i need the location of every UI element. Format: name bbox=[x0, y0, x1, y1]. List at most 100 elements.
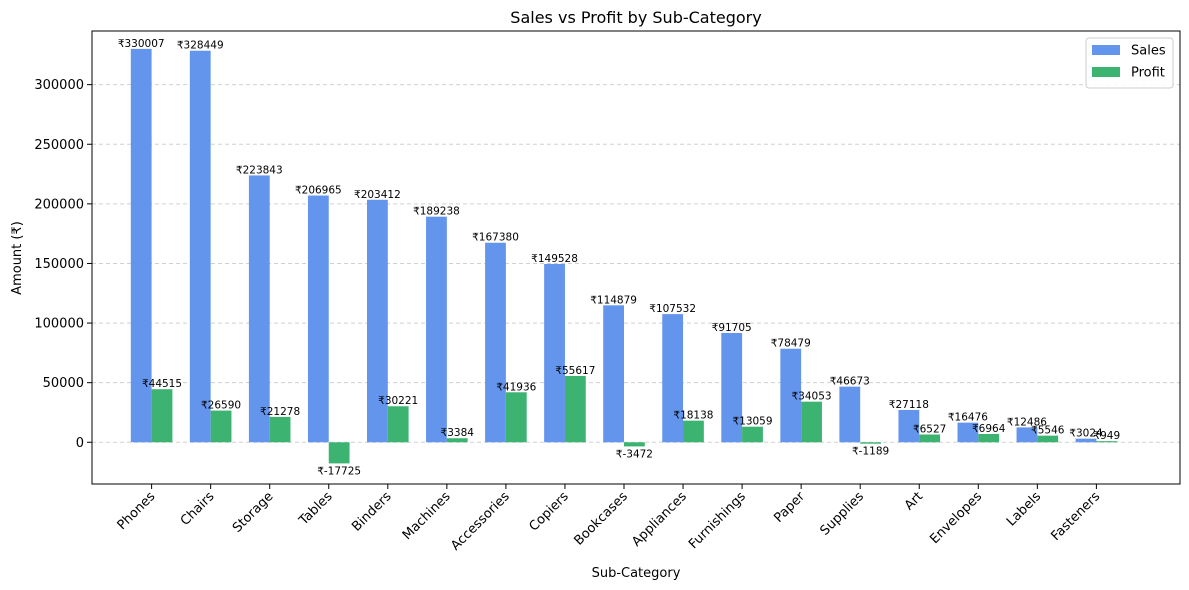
y-tick-label: 250000 bbox=[34, 138, 84, 153]
bar-sales bbox=[189, 50, 211, 443]
data-label-profit: ₹-17725 bbox=[317, 465, 361, 477]
data-label-sales: ₹46673 bbox=[830, 376, 870, 388]
bars-group bbox=[130, 48, 1118, 464]
data-label-profit: ₹5546 bbox=[1031, 425, 1065, 437]
bar-sales bbox=[898, 409, 920, 443]
legend-label-profit: Profit bbox=[1131, 66, 1165, 81]
x-tick-label: Furnishings bbox=[686, 489, 749, 552]
y-tick-label: 0 bbox=[76, 436, 84, 451]
data-label-profit: ₹6964 bbox=[972, 423, 1006, 435]
data-label-sales: ₹330007 bbox=[118, 38, 165, 50]
x-tick-label: Art bbox=[902, 489, 926, 513]
data-label-sales: ₹78479 bbox=[771, 338, 811, 350]
data-label-sales: ₹16476 bbox=[948, 412, 988, 424]
data-label-profit: ₹18138 bbox=[673, 410, 713, 422]
legend-label-sales: Sales bbox=[1131, 44, 1166, 59]
bar-profit bbox=[328, 442, 350, 464]
bar-profit bbox=[624, 442, 645, 447]
data-label-sales: ₹91705 bbox=[712, 322, 752, 334]
bar-profit bbox=[742, 426, 763, 443]
data-label-sales: ₹149528 bbox=[531, 253, 578, 265]
x-tick-label: Labels bbox=[1004, 489, 1044, 529]
data-label-profit: ₹3384 bbox=[441, 427, 475, 439]
bar-sales bbox=[1016, 427, 1038, 443]
bar-sales bbox=[426, 216, 447, 443]
x-tick-label: Storage bbox=[230, 489, 277, 536]
data-labels-group: ₹330007 ₹44515 ₹328449 ₹26590 ₹223843 ₹21278 ₹… bbox=[118, 38, 1120, 478]
legend: Sales Profit bbox=[1085, 37, 1174, 89]
data-label-sales: ₹114879 bbox=[590, 294, 637, 306]
x-tick-label: Fasteners bbox=[1048, 489, 1103, 544]
bar-sales bbox=[130, 48, 152, 443]
x-tick-label: Supplies bbox=[818, 489, 868, 539]
bar-profit bbox=[269, 416, 291, 443]
bar-profit bbox=[801, 401, 822, 443]
data-label-sales: ₹27118 bbox=[889, 399, 929, 411]
y-axis: 0 50000 100000 150000 200000 250000 300000 bbox=[34, 78, 92, 451]
data-label-sales: ₹206965 bbox=[295, 185, 342, 197]
bar-sales bbox=[603, 305, 624, 443]
data-label-sales: ₹12486 bbox=[1007, 416, 1047, 428]
x-tick-label: Tables bbox=[296, 489, 336, 529]
x-tick-label: Machines bbox=[400, 489, 454, 543]
data-label-sales: ₹107532 bbox=[649, 303, 696, 315]
data-label-sales: ₹223843 bbox=[236, 164, 283, 176]
bar-profit bbox=[151, 389, 173, 443]
bar-profit bbox=[683, 420, 704, 443]
data-label-profit: ₹26590 bbox=[201, 400, 241, 412]
data-label-sales: ₹167380 bbox=[472, 232, 519, 244]
plot-frame bbox=[91, 30, 1181, 485]
y-tick-label: 300000 bbox=[34, 78, 84, 93]
data-label-profit: ₹30221 bbox=[378, 395, 418, 407]
bar-sales bbox=[307, 195, 329, 443]
bar-profit bbox=[1037, 435, 1059, 443]
data-label-profit: ₹949 bbox=[1093, 430, 1120, 442]
data-label-profit: ₹21278 bbox=[260, 406, 300, 418]
data-label-profit: ₹41936 bbox=[496, 381, 536, 393]
data-label-sales: ₹3024 bbox=[1069, 428, 1103, 440]
bar-sales bbox=[1075, 438, 1097, 443]
chart-title: Sales vs Profit by Sub-Category bbox=[510, 8, 761, 27]
y-tick-label: 100000 bbox=[34, 317, 84, 332]
data-label-profit: ₹13059 bbox=[732, 416, 772, 428]
data-label-profit: ₹-3472 bbox=[616, 448, 653, 460]
x-tick-label: Paper bbox=[771, 489, 808, 526]
bar-profit bbox=[446, 438, 468, 443]
y-tick-label: 200000 bbox=[34, 197, 84, 212]
bar-sales bbox=[662, 314, 684, 443]
bar-profit bbox=[1096, 441, 1118, 443]
x-tick-label: Copiers bbox=[527, 489, 572, 534]
legend-swatch-profit bbox=[1092, 67, 1120, 77]
legend-swatch-sales bbox=[1092, 45, 1120, 55]
data-label-profit: ₹34053 bbox=[792, 391, 832, 403]
bar-profit bbox=[978, 433, 1000, 443]
x-tick-label: Bookcases bbox=[571, 489, 631, 549]
x-tick-label: Binders bbox=[349, 489, 395, 535]
bar-profit bbox=[505, 392, 527, 443]
x-tick-label: Envelopes bbox=[927, 489, 985, 547]
data-label-sales: ₹203412 bbox=[354, 189, 401, 201]
x-axis: Phones Chairs Storage Tables Binders Machines… bbox=[115, 484, 1103, 554]
y-tick-label: 150000 bbox=[34, 257, 84, 272]
data-label-sales: ₹189238 bbox=[413, 206, 460, 218]
x-tick-label: Appliances bbox=[629, 489, 690, 550]
bar-sales bbox=[485, 242, 506, 443]
bar-profit bbox=[860, 442, 881, 444]
bar-sales bbox=[544, 264, 565, 443]
data-label-profit: ₹55617 bbox=[555, 365, 595, 377]
bar-sales bbox=[721, 332, 743, 443]
bar-sales bbox=[780, 348, 802, 443]
bar-sales bbox=[957, 422, 979, 443]
bar-profit bbox=[210, 410, 232, 443]
bar-sales bbox=[248, 175, 270, 443]
x-tick-label: Chairs bbox=[178, 489, 218, 529]
y-tick-label: 50000 bbox=[43, 376, 84, 391]
bar-profit bbox=[387, 406, 409, 443]
data-label-sales: ₹328449 bbox=[177, 40, 224, 52]
bar-sales bbox=[367, 199, 388, 443]
bar-profit bbox=[919, 434, 941, 443]
bar-sales bbox=[839, 386, 861, 443]
data-label-profit: ₹6527 bbox=[913, 423, 946, 435]
x-axis-title: Sub-Category bbox=[592, 566, 681, 581]
